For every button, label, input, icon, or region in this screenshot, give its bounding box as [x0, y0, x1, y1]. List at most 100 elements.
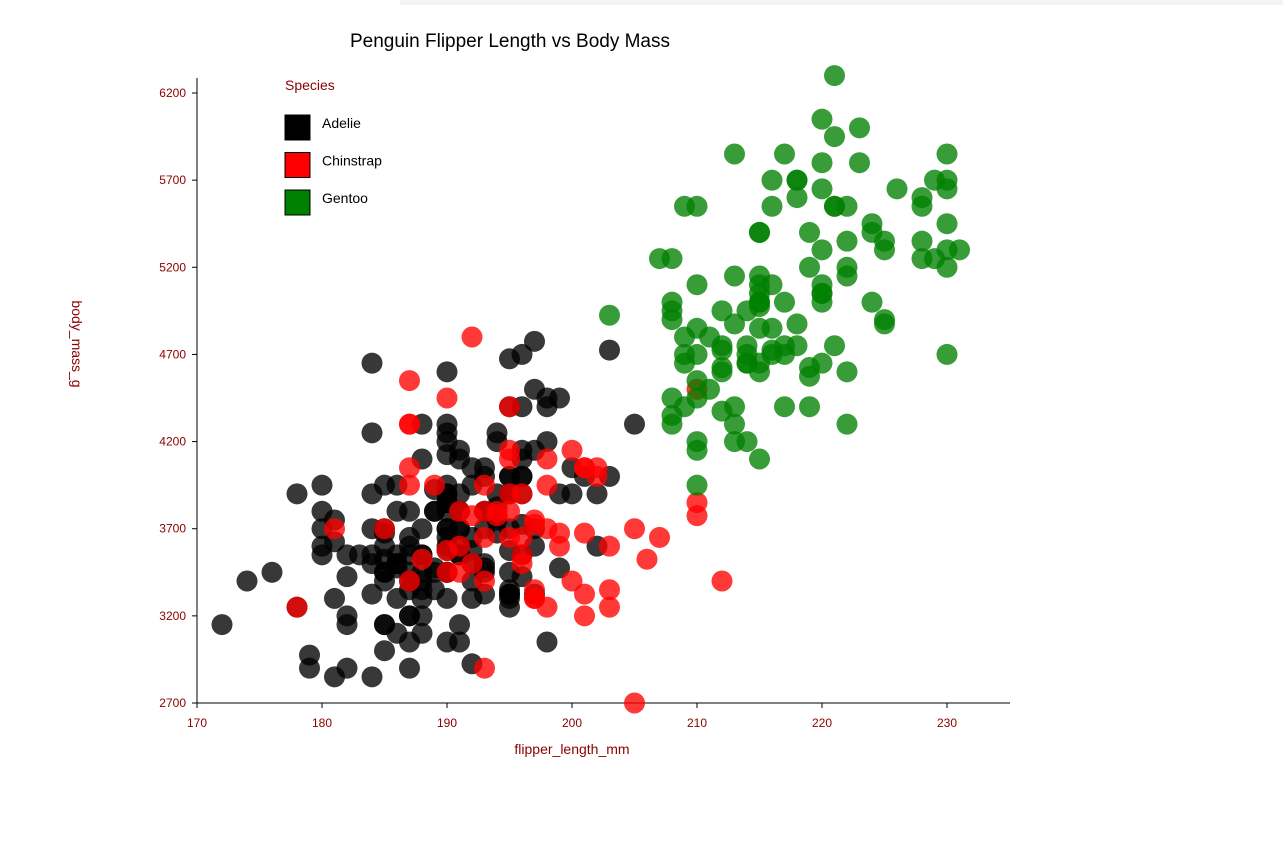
data-point-gentoo: [811, 152, 833, 174]
data-point-chinstrap: [599, 535, 620, 557]
data-point-chinstrap: [486, 500, 508, 522]
legend-swatch-adelie: [284, 114, 311, 141]
data-point-gentoo: [774, 343, 795, 365]
data-point-gentoo: [861, 221, 883, 243]
data-point-adelie: [374, 614, 395, 636]
data-point-gentoo: [811, 178, 833, 200]
chart-title: Penguin Flipper Length vs Body Mass: [350, 31, 670, 52]
data-point-chinstrap: [574, 522, 595, 544]
data-point-chinstrap: [399, 413, 420, 435]
data-point-gentoo: [761, 274, 783, 296]
data-point-chinstrap: [461, 326, 483, 348]
data-point-adelie: [599, 339, 620, 361]
data-point-gentoo: [749, 221, 770, 243]
data-point-chinstrap: [624, 692, 645, 714]
legend-label-chinstrap: Chinstrap: [322, 153, 382, 169]
x-tick-label: 180: [312, 716, 332, 730]
data-point-chinstrap: [449, 561, 470, 583]
data-point-gentoo: [724, 313, 745, 335]
legend-title: Species: [285, 77, 335, 93]
data-point-gentoo: [811, 274, 833, 296]
data-point-adelie: [261, 561, 283, 583]
data-point-adelie: [499, 583, 520, 605]
data-point-chinstrap: [686, 505, 708, 527]
data-point-adelie: [524, 330, 545, 352]
data-point-adelie: [549, 557, 570, 579]
data-point-chinstrap: [574, 583, 595, 605]
legend-items: Adelie Chinstrap Gentoo: [284, 114, 382, 216]
data-point-gentoo: [836, 230, 858, 252]
data-point-chinstrap: [474, 657, 495, 679]
data-point-chinstrap: [624, 518, 645, 540]
y-tick-label: 2700: [159, 696, 186, 710]
data-point-chinstrap: [474, 570, 495, 592]
data-point-adelie: [536, 431, 558, 453]
y-tick-label: 5700: [159, 173, 186, 187]
data-point-gentoo: [811, 239, 833, 261]
x-tick-label: 200: [562, 716, 582, 730]
data-point-gentoo: [774, 143, 795, 165]
legend-label-gentoo: Gentoo: [322, 190, 368, 206]
data-point-adelie: [211, 614, 233, 636]
data-point-chinstrap: [286, 596, 308, 618]
data-point-chinstrap: [499, 526, 520, 548]
data-point-gentoo: [736, 431, 758, 453]
data-point-chinstrap: [399, 570, 420, 592]
data-point-adelie: [286, 483, 308, 505]
data-point-gentoo: [686, 195, 708, 217]
legend-swatch-gentoo: [284, 189, 311, 216]
data-point-gentoo: [849, 152, 870, 174]
data-point-chinstrap: [411, 548, 433, 570]
data-point-gentoo: [711, 339, 733, 361]
data-point-chinstrap: [511, 553, 533, 575]
data-point-gentoo: [686, 317, 708, 339]
data-point-gentoo: [799, 256, 820, 278]
data-point-adelie: [361, 422, 383, 444]
data-point-gentoo: [761, 169, 783, 191]
data-point-gentoo: [736, 300, 758, 322]
data-point-gentoo: [686, 274, 708, 296]
data-point-chinstrap: [399, 457, 420, 479]
data-point-chinstrap: [549, 522, 570, 544]
data-point-chinstrap: [536, 448, 558, 470]
y-tick-label: 6200: [159, 86, 186, 100]
legend: Species Adelie Chinstrap Gentoo: [284, 77, 382, 216]
data-point-adelie: [336, 657, 358, 679]
data-point-gentoo: [786, 187, 808, 209]
x-axis-title: flipper_length_mm: [514, 741, 629, 757]
data-point-gentoo: [724, 413, 745, 435]
data-point-gentoo: [874, 239, 895, 261]
data-point-gentoo: [936, 343, 958, 365]
data-point-chinstrap: [499, 448, 520, 470]
data-point-gentoo: [811, 108, 833, 130]
data-point-gentoo: [836, 265, 858, 287]
data-point-gentoo: [849, 117, 870, 139]
data-point-adelie: [311, 544, 333, 566]
data-point-adelie: [399, 631, 420, 653]
data-point-adelie: [311, 474, 333, 496]
legend-label-adelie: Adelie: [322, 115, 361, 131]
data-point-adelie: [361, 483, 383, 505]
data-point-chinstrap: [449, 535, 470, 557]
data-point-adelie: [374, 640, 395, 662]
data-point-chinstrap: [536, 474, 558, 496]
data-point-gentoo: [711, 361, 733, 383]
data-point-adelie: [374, 561, 395, 583]
data-point-gentoo: [674, 352, 695, 374]
data-point-gentoo: [911, 230, 933, 252]
data-point-gentoo: [799, 396, 820, 418]
axes: [196, 78, 1010, 704]
data-point-adelie: [336, 566, 358, 588]
data-point-gentoo: [924, 169, 945, 191]
data-point-adelie: [399, 500, 420, 522]
data-point-gentoo: [661, 413, 683, 435]
data-point-adelie: [311, 500, 333, 522]
data-point-adelie: [236, 570, 258, 592]
data-point-gentoo: [836, 413, 858, 435]
top-bar-strip: [0, 0, 400, 5]
data-point-gentoo: [836, 195, 858, 217]
data-point-adelie: [436, 361, 458, 383]
data-point-chinstrap: [474, 526, 495, 548]
data-point-chinstrap: [399, 370, 420, 392]
